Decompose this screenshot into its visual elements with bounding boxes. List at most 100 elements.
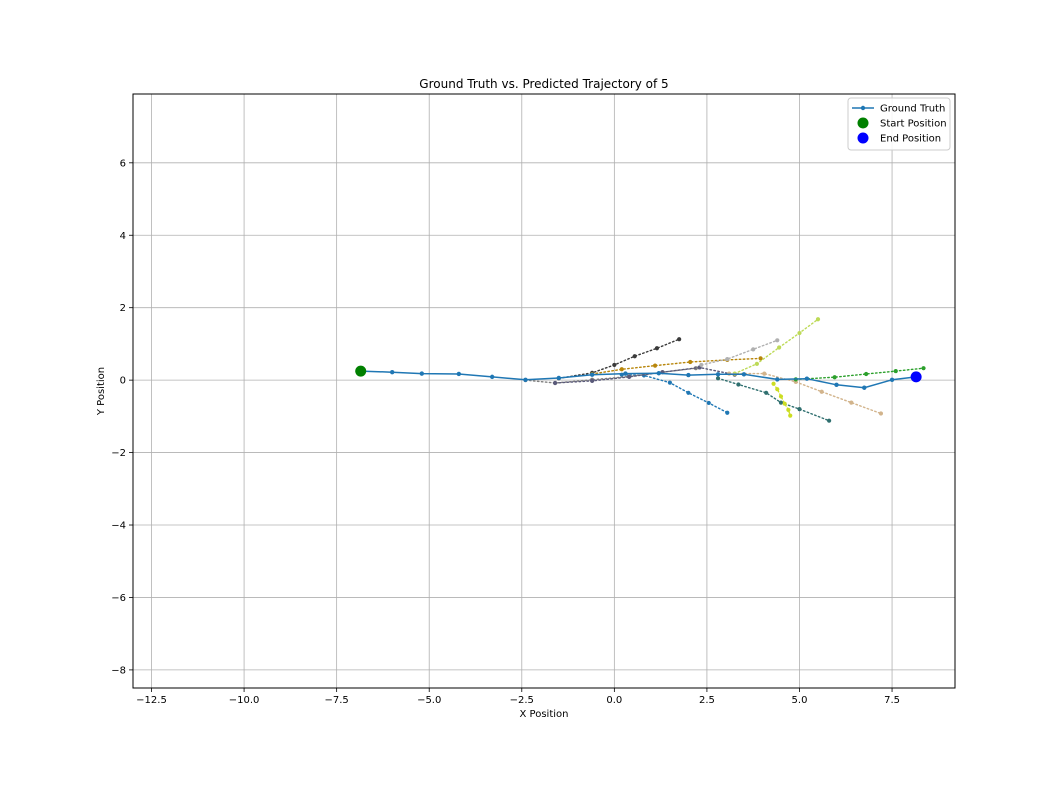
legend: Ground Truth Start Position End Position: [847, 97, 951, 151]
prediction-point: [762, 371, 767, 376]
ground-truth-point: [556, 375, 562, 381]
prediction-point: [764, 390, 769, 395]
prediction-point: [652, 363, 658, 368]
prediction-point: [632, 354, 637, 359]
prediction-point: [815, 317, 821, 322]
legend-dot-marker: [857, 132, 869, 144]
prediction-point: [775, 387, 780, 392]
prediction-point: [751, 347, 756, 352]
legend-dot-marker: [857, 117, 869, 129]
x-tick-label: 2.5: [699, 695, 715, 706]
prediction-point: [819, 389, 824, 394]
prediction-point: [725, 357, 730, 362]
prediction-point: [627, 374, 632, 379]
ground-truth-point: [523, 377, 528, 382]
prediction-point: [654, 346, 660, 351]
legend-label: Start Position: [880, 119, 947, 130]
x-tick-label: 0.0: [606, 695, 622, 706]
x-tick-label: −7.5: [325, 695, 349, 706]
y-tick-label: 0: [120, 376, 126, 387]
y-tick-label: −6: [111, 593, 126, 604]
prediction-point: [778, 400, 784, 405]
ground-truth-point: [741, 372, 747, 377]
y-tick-label: −8: [111, 665, 126, 676]
ground-truth-point: [775, 377, 780, 382]
prediction-point: [921, 366, 926, 371]
prediction-point: [699, 362, 704, 368]
prediction-point: [736, 382, 741, 387]
prediction-point: [771, 381, 776, 386]
start-end-markers: [355, 365, 922, 383]
legend-label: End Position: [880, 134, 941, 145]
x-tick-label: 7.5: [884, 695, 900, 706]
x-tick-label: 5.0: [792, 695, 808, 706]
prediction-point: [777, 345, 782, 350]
prediction-point: [706, 400, 711, 406]
chart-title: Ground Truth vs. Predicted Trajectory of…: [419, 77, 668, 91]
ground-truth-point: [834, 382, 839, 388]
y-tick-label: 2: [120, 303, 126, 314]
prediction-point: [827, 418, 832, 423]
axes-frame: [132, 93, 956, 689]
prediction-point: [788, 413, 793, 418]
prediction-point: [832, 375, 837, 380]
prediction-line-4: [524, 367, 697, 384]
prediction-line-3: [591, 357, 762, 375]
y-axis-label: Y Position: [96, 367, 107, 416]
prediction-point: [612, 362, 617, 368]
ground-truth-point: [656, 371, 661, 376]
prediction-point: [864, 371, 869, 377]
prediction-point: [878, 411, 884, 416]
prediction-line-1: [621, 374, 728, 414]
ground-truth-point: [889, 377, 895, 382]
prediction-point: [590, 378, 595, 383]
prediction-point: [797, 407, 802, 412]
ground-truth-point: [419, 371, 425, 376]
ground-truth-point: [715, 372, 721, 377]
prediction-point: [775, 338, 780, 343]
legend-box: [847, 97, 951, 151]
ground-truth-point: [489, 374, 495, 380]
x-axis-label: X Position: [520, 709, 569, 720]
prediction-line-8: [717, 377, 830, 422]
prediction-line-2: [558, 338, 680, 379]
prediction-point: [619, 367, 624, 372]
axis-ticks: −12.5 −10.0 −7.5 −5.0 −2.5 0.0 2.5 5.0 7.5 −8 −6 −4…: [111, 158, 900, 706]
ground-truth-point: [389, 369, 395, 375]
prediction-point: [667, 380, 672, 385]
ground-truth-point: [804, 376, 810, 381]
prediction-point: [553, 380, 558, 386]
prediction-point: [782, 401, 787, 406]
y-tick-label: −2: [111, 448, 126, 459]
prediction-point: [786, 407, 791, 412]
grid-layer: [133, 94, 955, 688]
prediction-point: [686, 390, 691, 395]
y-tick-label: 6: [120, 158, 126, 169]
ground-truth-point: [686, 372, 691, 378]
ground-truth-point: [589, 372, 595, 377]
prediction-point: [797, 330, 802, 336]
prediction-line-6: [700, 339, 778, 366]
ground-truth-point: [623, 371, 628, 376]
ground-truth-point: [456, 371, 462, 377]
prediction-point: [893, 368, 898, 374]
x-tick-label: −10.0: [229, 695, 260, 706]
prediction-point: [754, 361, 760, 366]
prediction-point: [758, 356, 763, 361]
prediction-point: [725, 410, 730, 415]
end-position-marker: [910, 371, 922, 383]
ground-truth-point: [862, 385, 867, 390]
start-position-marker: [355, 365, 367, 377]
x-tick-label: −5.0: [417, 695, 441, 706]
prediction-point: [849, 400, 854, 405]
legend-label: Ground Truth: [880, 104, 945, 115]
legend-ground-truth-marker: [860, 105, 866, 111]
y-tick-label: −4: [111, 521, 126, 532]
prediction-point: [688, 359, 693, 365]
ground-truth-series: [358, 368, 919, 390]
x-tick-label: −12.5: [136, 695, 167, 706]
prediction-line-9: [728, 372, 882, 415]
y-tick-label: 4: [120, 231, 126, 242]
x-tick-label: −2.5: [510, 695, 534, 706]
